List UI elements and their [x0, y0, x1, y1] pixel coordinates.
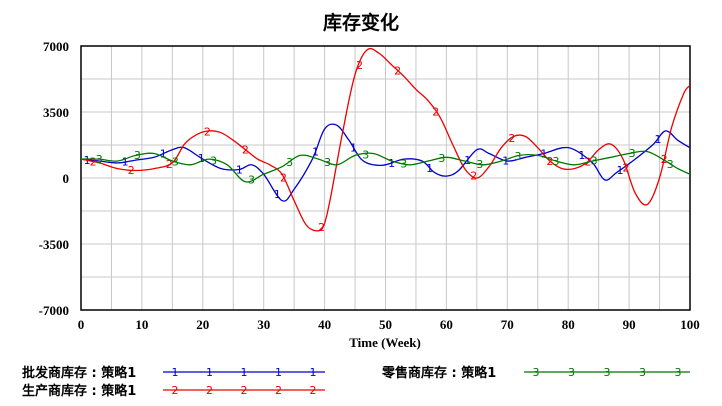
series-marker-3: 3 [591, 155, 598, 168]
series-line-2 [80, 47, 691, 232]
x-tick-label: 30 [257, 317, 270, 332]
series-marker-3: 3 [248, 173, 255, 186]
legend-marker: 3 [568, 366, 575, 379]
x-tick-label: 100 [680, 317, 700, 332]
series-marker-1: 1 [122, 156, 129, 169]
series-marker-1: 1 [198, 152, 205, 165]
series-marker-3: 3 [667, 158, 674, 171]
series-marker-3: 3 [514, 150, 521, 163]
series-marker-2: 2 [242, 144, 249, 157]
series-marker-1: 1 [236, 164, 243, 177]
x-tick-label: 40 [318, 317, 331, 332]
legend-marker: 3 [639, 366, 646, 379]
x-tick-label: 10 [135, 317, 148, 332]
series-marker-3: 3 [96, 153, 103, 166]
series-marker-1: 1 [426, 162, 433, 175]
legend-marker: 1 [275, 366, 282, 379]
series-marker-1: 1 [312, 146, 319, 159]
plot-frame [80, 45, 691, 311]
y-tick-label: 7000 [43, 39, 69, 54]
series-marker-3: 3 [476, 158, 483, 171]
legend-marker: 1 [172, 366, 179, 379]
series-marker-2: 2 [623, 162, 630, 175]
series-marker-2: 2 [128, 164, 135, 177]
legend-marker: 1 [310, 366, 317, 379]
legend-marker: 2 [206, 384, 213, 397]
series-marker-3: 3 [210, 155, 217, 168]
series-marker-3: 3 [172, 156, 179, 169]
series-marker-2: 2 [356, 59, 363, 72]
series-marker-1: 1 [274, 188, 281, 201]
legend-marker: 3 [533, 366, 540, 379]
series-marker-3: 3 [324, 156, 331, 169]
series-line-1 [80, 123, 691, 202]
legend-label: 生产商库存 : 策略1 [22, 383, 136, 399]
legend-marker: 2 [172, 384, 179, 397]
series-marker-1: 1 [616, 164, 623, 177]
y-tick-label: 0 [63, 171, 70, 186]
series-marker-2: 2 [90, 156, 97, 169]
y-tick-label: 3500 [43, 105, 69, 120]
x-tick-label: 20 [196, 317, 209, 332]
legend-item: 批发商库存 : 策略1 1 1 1 1 1 [22, 365, 325, 381]
series-line-3 [80, 150, 691, 183]
series-marker-1: 1 [350, 141, 357, 154]
legend-marker: 2 [310, 384, 317, 397]
x-axis: 0 10 20 30 40 50 60 70 80 90 100 [78, 317, 700, 332]
series-marker-3: 3 [286, 156, 293, 169]
y-axis: 7000 3500 0 -3500 -7000 [39, 39, 69, 318]
x-tick-label: 0 [78, 317, 85, 332]
series-marker-2: 2 [546, 155, 553, 168]
series-marker-2: 2 [394, 65, 401, 78]
legend-item: 零售商库存 : 策略1 3 3 3 3 3 [381, 365, 690, 381]
legend-marker: 2 [241, 384, 248, 397]
legend-label: 零售商库存 : 策略1 [381, 365, 496, 381]
x-tick-label: 90 [623, 317, 636, 332]
series-marker-2: 2 [470, 170, 477, 183]
series-marker-3: 3 [400, 158, 407, 171]
grid [80, 45, 691, 311]
legend-marker: 1 [241, 366, 248, 379]
series-marker-1: 1 [578, 149, 585, 162]
series-marker-1: 1 [502, 154, 509, 167]
series-marker-2: 2 [204, 125, 211, 138]
series-marker-3: 3 [629, 147, 636, 160]
legend-marker: 1 [206, 366, 213, 379]
series-marker-3: 3 [134, 149, 141, 162]
legend: 批发商库存 : 策略1 1 1 1 1 1 生产商库存 : 策略1 2 2 2 2 2 零售商库存 : … [22, 365, 690, 399]
series-marker-2: 2 [280, 172, 287, 185]
series-marker-1: 1 [160, 147, 167, 160]
y-tick-label: -7000 [39, 303, 69, 318]
x-tick-label: 70 [501, 317, 514, 332]
y-tick-label: -3500 [39, 237, 69, 252]
series-marker-2: 2 [318, 221, 325, 234]
x-axis-label: Time (Week) [349, 335, 421, 350]
legend-marker: 3 [675, 366, 682, 379]
series-marker-1: 1 [388, 157, 395, 170]
legend-marker: 3 [604, 366, 611, 379]
series-marker-2: 2 [166, 158, 173, 171]
legend-marker: 2 [275, 384, 282, 397]
series-marker-1: 1 [655, 133, 662, 146]
series-marker-2: 2 [508, 132, 515, 145]
chart-title: 库存变化 [323, 11, 399, 34]
x-tick-label: 80 [562, 317, 575, 332]
series-marker-3: 3 [553, 155, 560, 168]
legend-label: 批发商库存 : 策略1 [22, 365, 136, 381]
x-tick-label: 50 [379, 317, 392, 332]
legend-item: 生产商库存 : 策略1 2 2 2 2 2 [22, 383, 325, 399]
series-3: 3 3 3 3 3 3 3 3 3 3 3 3 3 3 3 3 [80, 147, 691, 186]
x-tick-label: 60 [440, 317, 453, 332]
series-marker-2: 2 [432, 105, 439, 118]
series-marker-3: 3 [438, 152, 445, 165]
series-marker-3: 3 [362, 148, 369, 161]
series-marker-1: 1 [464, 154, 471, 167]
